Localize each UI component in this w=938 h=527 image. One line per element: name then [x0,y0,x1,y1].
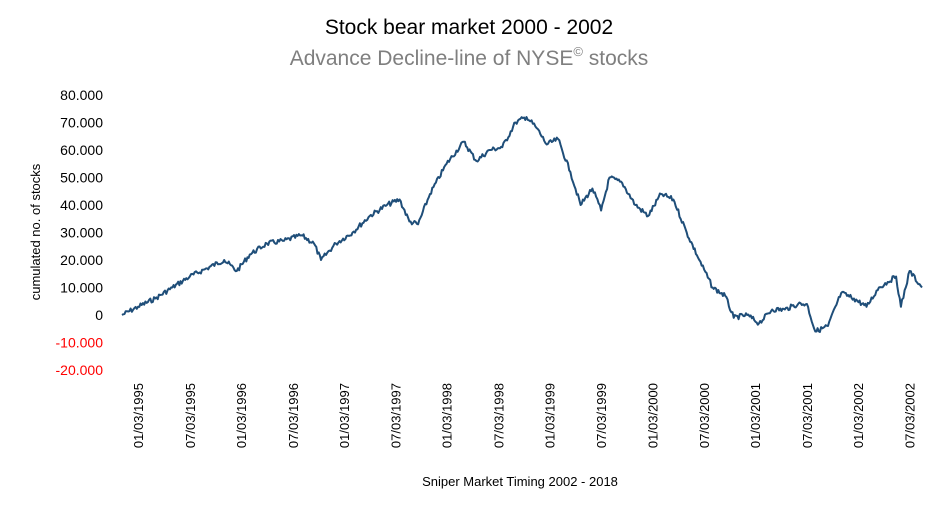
y-tick-label: 80.000 [60,87,103,103]
x-tick-label: 01/03/1997 [337,383,352,448]
y-tick-label: 30.000 [60,225,103,241]
chart-subtitle: Advance Decline-line of NYSE© stocks [290,44,649,70]
x-tick-label: 07/03/1995 [183,383,198,448]
x-tick-label: 07/03/1997 [389,383,404,448]
x-axis-label: Sniper Market Timing 2002 - 2018 [422,474,618,489]
y-tick-label: 0 [95,307,103,323]
y-tick-label: -20.000 [56,362,104,378]
x-ticks: 01/03/1995 07/03/1995 01/03/1996 07/03/1996… [131,383,918,448]
y-ticks: 80.000 70.000 60.000 50.000 40.000 30.000 20.0… [56,87,104,378]
x-tick-label: 01/03/1998 [440,383,455,448]
x-tick-label: 01/03/2001 [748,383,763,448]
y-tick-label: 60.000 [60,142,103,158]
x-tick-label: 07/03/2002 [903,383,918,448]
x-tick-label: 07/03/1999 [594,383,609,448]
x-tick-label: 01/03/1996 [234,383,249,448]
x-tick-label: 07/03/2001 [800,383,815,448]
x-tick-label: 01/03/2000 [645,383,660,448]
y-axis-label: cumulated no. of stocks [28,163,43,300]
chart-subtitle-tail: stocks [583,47,648,70]
chart-subtitle-main: Advance Decline-line of NYSE [290,47,574,70]
x-tick-label: 01/03/1995 [131,383,146,448]
series-group [121,116,923,333]
x-tick-label: 07/03/1998 [491,383,506,448]
y-tick-label: -10.000 [56,335,104,351]
chart-title: Stock bear market 2000 - 2002 [325,16,613,39]
x-tick-label: 01/03/1999 [542,383,557,448]
chart-subtitle-sup: © [573,44,583,59]
y-tick-label: 70.000 [60,115,103,131]
y-tick-label: 40.000 [60,197,103,213]
x-tick-label: 07/03/2000 [697,383,712,448]
y-tick-label: 10.000 [60,280,103,296]
series-line [121,116,923,333]
x-tick-label: 01/03/2002 [851,383,866,448]
x-tick-label: 07/03/1996 [286,383,301,448]
y-tick-label: 20.000 [60,252,103,268]
y-tick-label: 50.000 [60,170,103,186]
